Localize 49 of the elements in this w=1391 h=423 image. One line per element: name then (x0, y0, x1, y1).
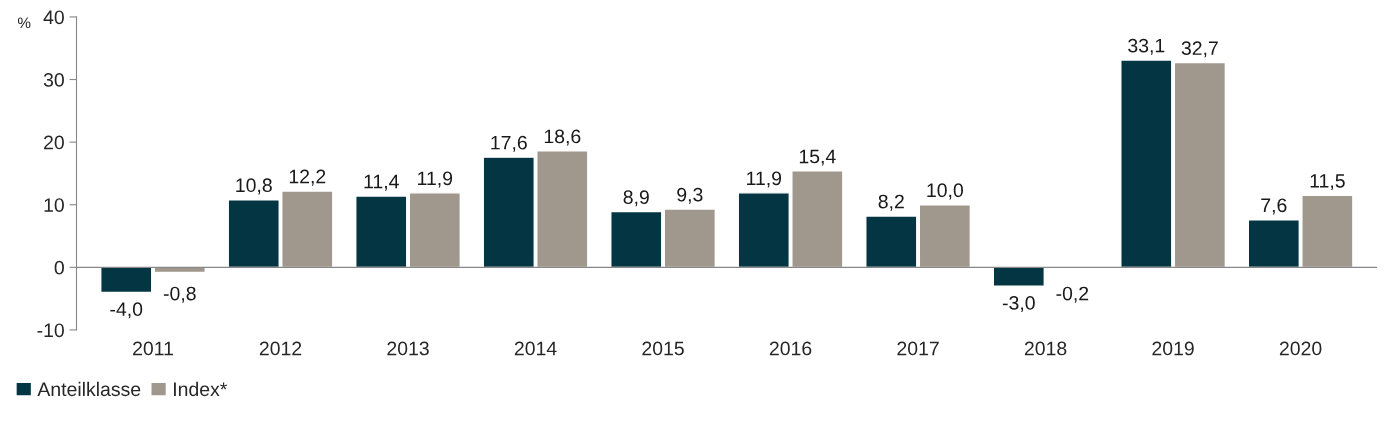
legend-label: Anteilklasse (37, 381, 141, 397)
data-label: 11,4 (364, 174, 399, 191)
x-tick-label: 2019 (1152, 341, 1194, 356)
data-label: 7,6 (1261, 198, 1287, 215)
bar (992, 266, 1045, 287)
x-tick-label: 2020 (1279, 341, 1322, 356)
data-label: 11,9 (747, 171, 782, 188)
x-tick-label: 2015 (642, 341, 684, 356)
y-tick-label: 40 (43, 10, 64, 25)
data-label: -0,8 (163, 286, 196, 303)
data-label: 11,9 (418, 171, 453, 188)
data-label: -3,0 (1002, 296, 1035, 313)
bar (663, 208, 717, 269)
data-label: 10,0 (927, 183, 963, 200)
legend-label: Index* (174, 381, 228, 397)
data-label: 15,4 (799, 149, 836, 166)
bar (408, 192, 462, 269)
y-tick-label: 20 (44, 135, 64, 150)
y-tick-label: 30 (43, 72, 64, 87)
bar (1120, 59, 1173, 269)
data-label: -4,0 (110, 302, 143, 319)
data-label: 10,8 (236, 178, 272, 195)
x-tick-label: 2014 (514, 341, 557, 356)
bar (918, 204, 972, 269)
data-label: 12,2 (289, 169, 326, 186)
x-tick-label: 2013 (387, 341, 429, 356)
bar (1173, 61, 1227, 269)
y-axis-title: % (17, 17, 31, 29)
y-tick-label: 10 (44, 198, 64, 212)
x-tick-label: 2011 (133, 341, 173, 356)
bar (865, 215, 918, 269)
y-tick-label: 0 (54, 260, 64, 275)
x-tick-label: 2012 (259, 341, 302, 356)
data-label: 32,7 (1181, 41, 1218, 58)
bar (610, 210, 663, 269)
data-label: -0,2 (1056, 286, 1089, 303)
bar (100, 266, 153, 294)
data-label: 8,2 (878, 194, 904, 211)
data-label: 11,5 (1310, 174, 1345, 191)
x-tick-label: 2016 (769, 341, 812, 356)
bar (355, 195, 408, 269)
data-label: 9,3 (677, 187, 703, 204)
data-label: 18,6 (544, 129, 581, 146)
data-label: 8,9 (623, 190, 649, 207)
x-tick-label: 2017 (897, 341, 939, 356)
data-label: 17,6 (491, 135, 527, 152)
y-tick-label: -10 (37, 323, 64, 338)
x-tick-label: 2018 (1024, 341, 1067, 356)
data-label: 33,1 (1128, 38, 1165, 55)
